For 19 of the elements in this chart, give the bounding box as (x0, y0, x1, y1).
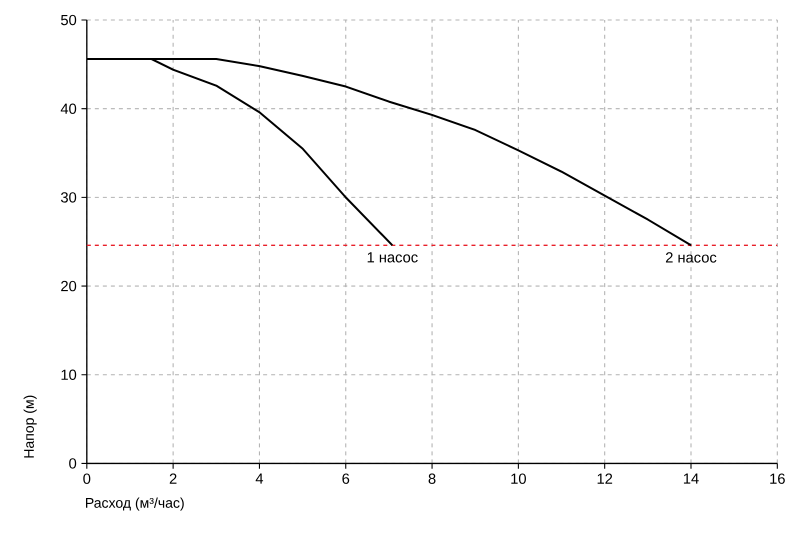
y-tick-label: 40 (60, 104, 76, 114)
y-tick-label: 0 (69, 458, 76, 469)
y-tick-label: 20 (61, 281, 76, 292)
x-tick-label: 2 (170, 474, 176, 484)
y-tick-label: 50 (61, 15, 76, 26)
y-axis-title: Напор (м) (24, 396, 37, 458)
x-tick-label: 4 (256, 474, 264, 484)
x-tick-label: 10 (511, 474, 526, 484)
x-tick-label: 8 (428, 474, 436, 484)
x-axis-title: Расход (м³/час) (86, 498, 184, 511)
annotation: 2 насос (666, 252, 716, 263)
y-tick-label: 10 (62, 370, 76, 380)
x-tick-label: 12 (598, 474, 612, 484)
y-tick-label: 30 (60, 192, 76, 203)
annotation: 1 насос (368, 252, 418, 263)
x-tick-label: 14 (684, 474, 699, 484)
x-tick-label: 6 (342, 474, 350, 484)
x-tick-label: 0 (83, 474, 90, 484)
x-tick-label: 16 (770, 474, 785, 484)
